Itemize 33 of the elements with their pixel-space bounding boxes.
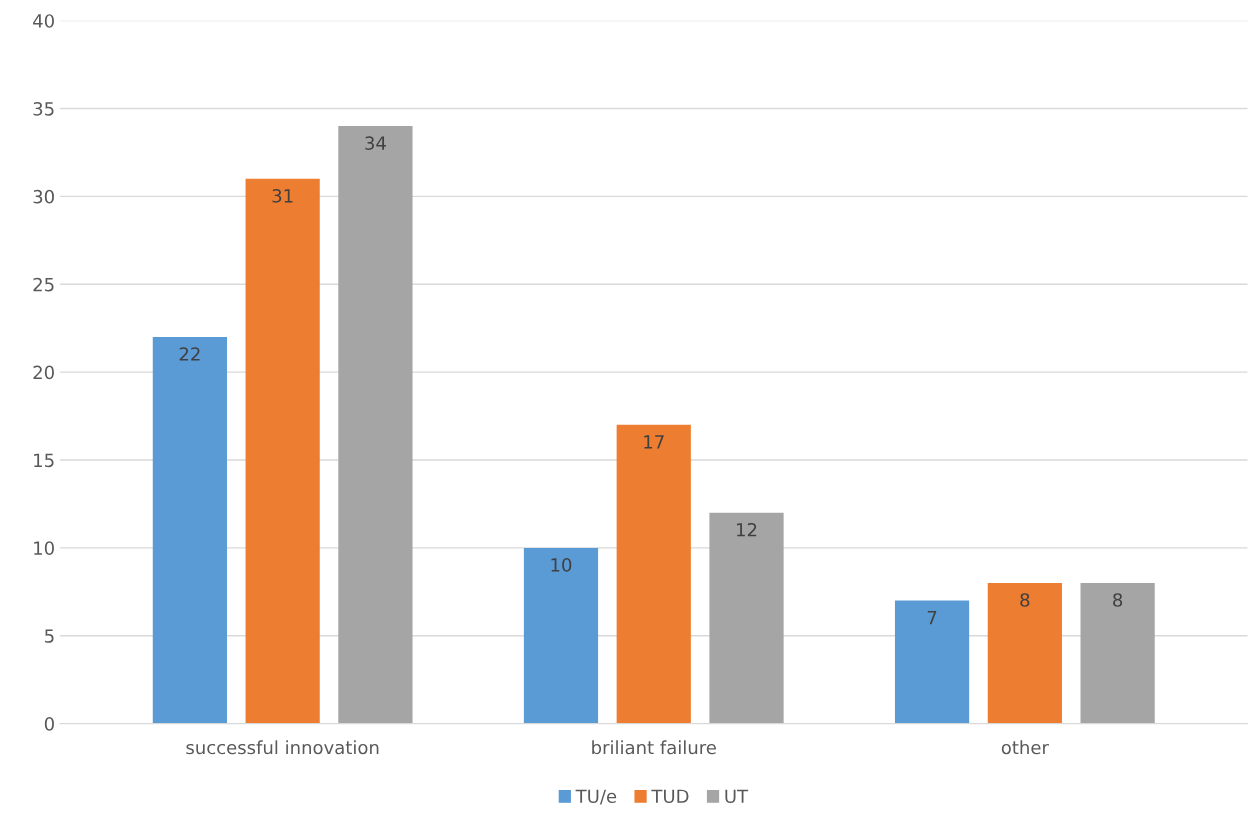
bar (523, 547, 599, 724)
data-label: 17 (644, 435, 664, 449)
y-tick-label: 5 (45, 629, 54, 643)
data-label: 12 (737, 522, 757, 537)
data-label: 31 (272, 189, 293, 203)
y-tick-label: 40 (33, 14, 54, 28)
y-tick-label: 35 (33, 102, 54, 116)
bar (338, 126, 413, 724)
data-label: 22 (179, 347, 200, 361)
y-tick-label: 30 (33, 189, 54, 204)
y-tick-label: 15 (34, 453, 54, 468)
data-label: 8 (1113, 593, 1123, 607)
data-label: 7 (927, 611, 937, 625)
x-tick-label: briliant failure (592, 740, 716, 755)
legend-label: UT (725, 789, 749, 804)
bar (1080, 583, 1155, 724)
bar (152, 337, 227, 724)
bar (245, 178, 320, 724)
bar (616, 424, 691, 724)
legend-label: TU/e (575, 789, 617, 805)
bar (894, 600, 970, 724)
bar (987, 583, 1062, 724)
x-tick-label: successful innovation (186, 740, 379, 755)
y-tick-label: 25 (33, 277, 54, 292)
y-tick-label: 10 (34, 541, 54, 555)
y-tick-label: 0 (44, 717, 54, 731)
legend-label: TUD (651, 789, 689, 804)
x-tick-label: other (1001, 740, 1049, 755)
data-label: 10 (551, 558, 572, 572)
data-label: 34 (365, 136, 386, 150)
y-tick-label: 20 (33, 365, 54, 380)
bar (709, 512, 784, 724)
data-label: 8 (1020, 593, 1030, 607)
